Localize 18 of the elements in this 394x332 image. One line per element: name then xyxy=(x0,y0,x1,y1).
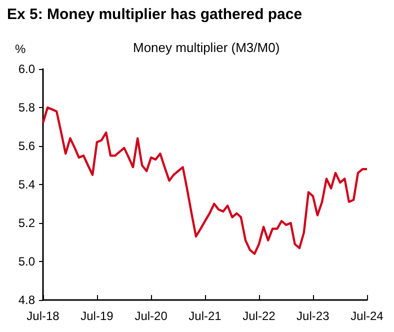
y-tick-label: 4.8 xyxy=(18,293,36,307)
y-axis-title: % xyxy=(15,42,26,56)
x-tick-label: Jul-21 xyxy=(188,309,222,323)
x-tick-label: Jul-24 xyxy=(350,309,384,323)
chart-subtitle: Money multiplier (M3/M0) xyxy=(133,40,280,55)
line-series xyxy=(42,106,368,255)
x-tick-label: Jul-23 xyxy=(296,309,330,323)
x-tick-label: Jul-18 xyxy=(26,309,60,323)
x-tick-label: Jul-19 xyxy=(80,309,114,323)
y-tick-label: 6.0 xyxy=(18,62,36,76)
x-tick-label: Jul-22 xyxy=(242,309,276,323)
x-tick-label: Jul-20 xyxy=(134,309,168,323)
y-tick-label: 5.4 xyxy=(18,178,36,192)
chart-title: Ex 5: Money multiplier has gathered pace xyxy=(7,6,302,23)
y-tick-label: 5.2 xyxy=(18,216,36,230)
y-tick-label: 5.8 xyxy=(18,100,36,114)
y-tick-label: 5.0 xyxy=(18,254,36,268)
y-tick-label: 5.6 xyxy=(18,139,36,153)
